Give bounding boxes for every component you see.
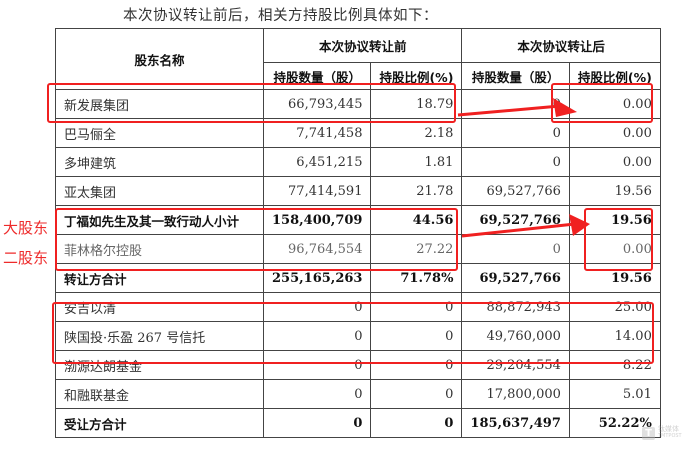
- ratio-before: 0: [370, 321, 463, 351]
- qty-before: 77,414,591: [262, 176, 372, 206]
- ratio-after: 25.00: [568, 292, 661, 322]
- qty-before: 0: [262, 292, 372, 322]
- qty-before: 255,165,263: [262, 263, 372, 293]
- shareholding-table: 股东名称 本次协议转让前 本次协议转让后 持股数量（股） 持股比例(%) 持股数…: [55, 28, 661, 438]
- shareholder-name: 亚太集团: [55, 176, 264, 206]
- watermark-text-cn: 钛媒体: [658, 425, 679, 433]
- table-row-transferee-total: 受让方合计 0 0 185,637,497 52.22%: [55, 408, 661, 438]
- ratio-after: 0.00: [568, 147, 661, 177]
- arrow-icon: [457, 98, 577, 117]
- qty-after: 0: [461, 147, 570, 177]
- header-before-transfer: 本次协议转让前: [262, 28, 463, 63]
- ratio-before: 71.78%: [370, 263, 463, 293]
- ratio-before: 0: [370, 379, 463, 409]
- shareholder-name: 受让方合计: [55, 408, 264, 438]
- table-row: 巴马俪全 7,741,458 2.18 0 0.00: [55, 118, 661, 148]
- ratio-before: 2.18: [370, 118, 463, 148]
- header-qty-before: 持股数量（股）: [262, 62, 372, 90]
- watermark-text-en: TMTPOST: [658, 433, 682, 439]
- shareholder-name: 转让方合计: [55, 263, 264, 293]
- table-row: 渤源达朗基金 0 0 29,204,554 8.22: [55, 350, 661, 380]
- qty-before: 6,451,215: [262, 147, 372, 177]
- header-shareholder-name: 股东名称: [55, 28, 264, 90]
- ratio-before: 0: [370, 350, 463, 380]
- qty-after: 0: [461, 234, 570, 264]
- ratio-after: 0.00: [568, 89, 661, 119]
- table-row: 安吉以清 0 0 88,872,943 25.00: [55, 292, 661, 322]
- header-after-transfer: 本次协议转让后: [461, 28, 661, 63]
- second-holder-label: 二股东: [3, 249, 49, 267]
- shareholder-name: 陕国投·乐盈 267 号信托: [55, 321, 264, 351]
- qty-after: 0: [461, 118, 570, 148]
- table-row-transferor-total: 转让方合计 255,165,263 71.78% 69,527,766 19.5…: [55, 263, 661, 293]
- shareholder-name: 和融联基金: [55, 379, 264, 409]
- watermark-logo-icon: T: [642, 426, 655, 440]
- ratio-before: 44.56: [370, 205, 463, 235]
- table-row-subtotal: 丁福如先生及其一致行动人小计 158,400,709 44.56 69,527,…: [55, 205, 661, 235]
- qty-before: 7,741,458: [262, 118, 372, 148]
- arrow-icon: [461, 214, 590, 238]
- qty-before: 96,764,554: [262, 234, 372, 264]
- shareholder-name: 新发展集团: [55, 89, 264, 119]
- watermark: T 钛媒体 TMTPOST: [642, 426, 682, 440]
- ratio-after: 8.22: [568, 350, 661, 380]
- ratio-before: 0: [370, 408, 463, 438]
- qty-before: 0: [262, 408, 372, 438]
- qty-before: 158,400,709: [262, 205, 372, 235]
- shareholder-name: 巴马俪全: [55, 118, 264, 148]
- table-row: 陕国投·乐盈 267 号信托 0 0 49,760,000 14.00: [55, 321, 661, 351]
- major-holder-label: 大股东: [3, 219, 49, 237]
- ratio-after: 0.00: [568, 118, 661, 148]
- qty-before: 0: [262, 350, 372, 380]
- shareholder-name: 安吉以清: [55, 292, 264, 322]
- qty-after: 185,637,497: [461, 408, 570, 438]
- ratio-before: 18.79: [370, 89, 463, 119]
- ratio-after: 52.22%: [568, 408, 661, 438]
- header-ratio-after: 持股比例(%): [568, 62, 661, 90]
- qty-after: 69,527,766: [461, 263, 570, 293]
- table-row: 多坤建筑 6,451,215 1.81 0 0.00: [55, 147, 661, 177]
- qty-after: 49,760,000: [461, 321, 570, 351]
- qty-after: 29,204,554: [461, 350, 570, 380]
- ratio-before: 1.81: [370, 147, 463, 177]
- shareholder-name: 丁福如先生及其一致行动人小计: [55, 205, 264, 235]
- shareholder-name: 多坤建筑: [55, 147, 264, 177]
- qty-after: 69,527,766: [461, 205, 570, 235]
- intro-text: 本次协议转让前后，相关方持股比例具体如下：: [123, 8, 438, 24]
